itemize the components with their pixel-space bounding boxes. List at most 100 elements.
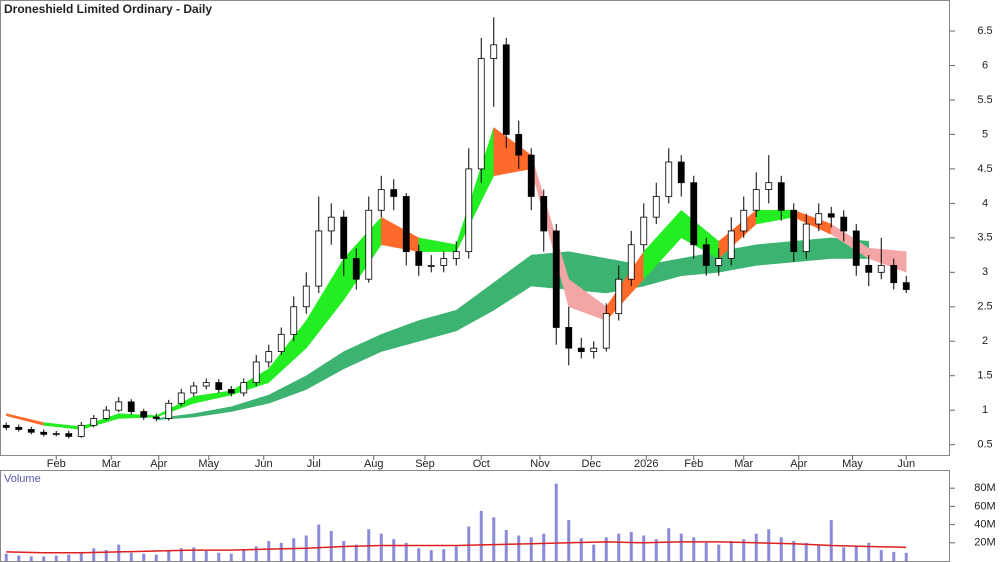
volume-bar	[504, 530, 508, 561]
candle-body	[727, 230, 735, 259]
volume-bar	[804, 542, 808, 561]
volume-bar	[204, 550, 208, 561]
volume-bar	[754, 533, 758, 561]
volume-average	[6, 541, 907, 554]
candle-body	[877, 265, 885, 273]
candle-body	[652, 196, 660, 218]
volume-bar	[654, 539, 658, 561]
volume-bar	[404, 542, 408, 561]
candle-body	[402, 196, 410, 253]
y-tick-label: 5	[982, 128, 988, 140]
x-tick-label: Oct	[473, 458, 490, 470]
volume-bar	[642, 535, 646, 561]
ribbon-segment	[756, 210, 794, 225]
ribbon-segment	[231, 368, 269, 396]
volume-bar	[567, 520, 571, 561]
candle-body	[802, 223, 810, 253]
volume-bar	[179, 548, 183, 561]
y-tick-label: 60M	[974, 500, 995, 512]
candle-body	[340, 216, 348, 259]
candle-body	[140, 411, 148, 418]
volume-bar	[54, 555, 58, 561]
candle-body	[102, 409, 110, 419]
ribbon-segment	[193, 390, 232, 404]
volume-bar	[117, 544, 121, 561]
volume-bar	[379, 533, 383, 561]
candle-body	[127, 401, 135, 412]
candle-body	[627, 244, 635, 280]
volume-bar	[317, 524, 321, 561]
volume-bar	[517, 535, 521, 561]
volume-bar	[254, 546, 258, 561]
y-tick-label: 6	[982, 59, 988, 71]
ribbon-segment	[306, 257, 344, 349]
y-tick-label: 3	[982, 266, 988, 278]
volume-bar	[617, 533, 621, 561]
candle-body	[152, 416, 160, 419]
candle-body	[840, 216, 848, 232]
y-tick-label: 5.5	[977, 94, 992, 106]
ribbon-segment	[343, 333, 382, 370]
y-tick-label: 40M	[974, 519, 995, 531]
candle-body	[40, 431, 48, 435]
volume-bar	[592, 544, 596, 561]
volume-bar	[192, 547, 196, 561]
volume-bar	[729, 540, 733, 561]
candle-body	[327, 216, 335, 232]
ribbon-segment	[343, 216, 382, 301]
candle-body	[90, 418, 98, 426]
volume-bar	[267, 540, 271, 561]
candle-body	[602, 313, 610, 349]
x-tick-label: Feb	[47, 458, 66, 470]
ribbon-segment	[268, 319, 307, 384]
volume-bar	[904, 552, 908, 561]
volume-bar	[454, 546, 458, 561]
ribbon-segment	[493, 127, 532, 177]
ribbon-segment	[756, 241, 794, 266]
ribbon-segment	[43, 422, 82, 430]
x-tick-label: Apr	[150, 458, 167, 470]
candle-body	[777, 182, 785, 211]
ribbon-segment	[231, 394, 269, 412]
ribbon-segment	[793, 237, 832, 263]
ribbon-segment	[681, 209, 719, 259]
candle-body	[690, 182, 698, 246]
volume-bar	[142, 553, 146, 561]
y-tick-label: 2.5	[977, 301, 992, 313]
volume-bar	[429, 550, 433, 561]
candle-body	[565, 327, 573, 349]
candle-body	[465, 168, 473, 253]
volume-bar	[817, 544, 821, 561]
candle-body	[865, 265, 873, 273]
candle-body	[902, 282, 910, 290]
candle-body	[290, 306, 298, 335]
y-tick-label: 3.5	[977, 232, 992, 244]
volume-bar	[479, 510, 483, 561]
x-tick-label: Sep	[415, 458, 435, 470]
candle-body	[315, 230, 323, 287]
volume-bar	[279, 542, 283, 561]
candle-body	[265, 351, 273, 363]
y-tick-label: 80M	[974, 482, 995, 494]
candle-body	[665, 161, 673, 197]
ribbon-segment	[456, 127, 494, 252]
candle-body	[15, 427, 23, 430]
volume-bar	[792, 540, 796, 561]
x-tick-label: Aug	[364, 458, 384, 470]
candle-body	[890, 265, 898, 284]
volume-bar	[392, 539, 396, 561]
candle-body	[765, 182, 773, 190]
volume-bar	[829, 520, 833, 561]
x-tick-label: Jul	[307, 458, 321, 470]
volume-bar	[42, 556, 46, 561]
volume-bar	[442, 549, 446, 561]
volume-bar	[292, 538, 296, 561]
candle-body	[502, 44, 510, 135]
candle-body	[177, 392, 185, 404]
x-tick-label: Apr	[790, 458, 807, 470]
candle-body	[165, 402, 173, 419]
y-tick-label: 2	[982, 335, 988, 347]
candle-body	[52, 433, 60, 436]
ribbon-segment	[381, 320, 419, 352]
candle-body	[590, 347, 598, 352]
